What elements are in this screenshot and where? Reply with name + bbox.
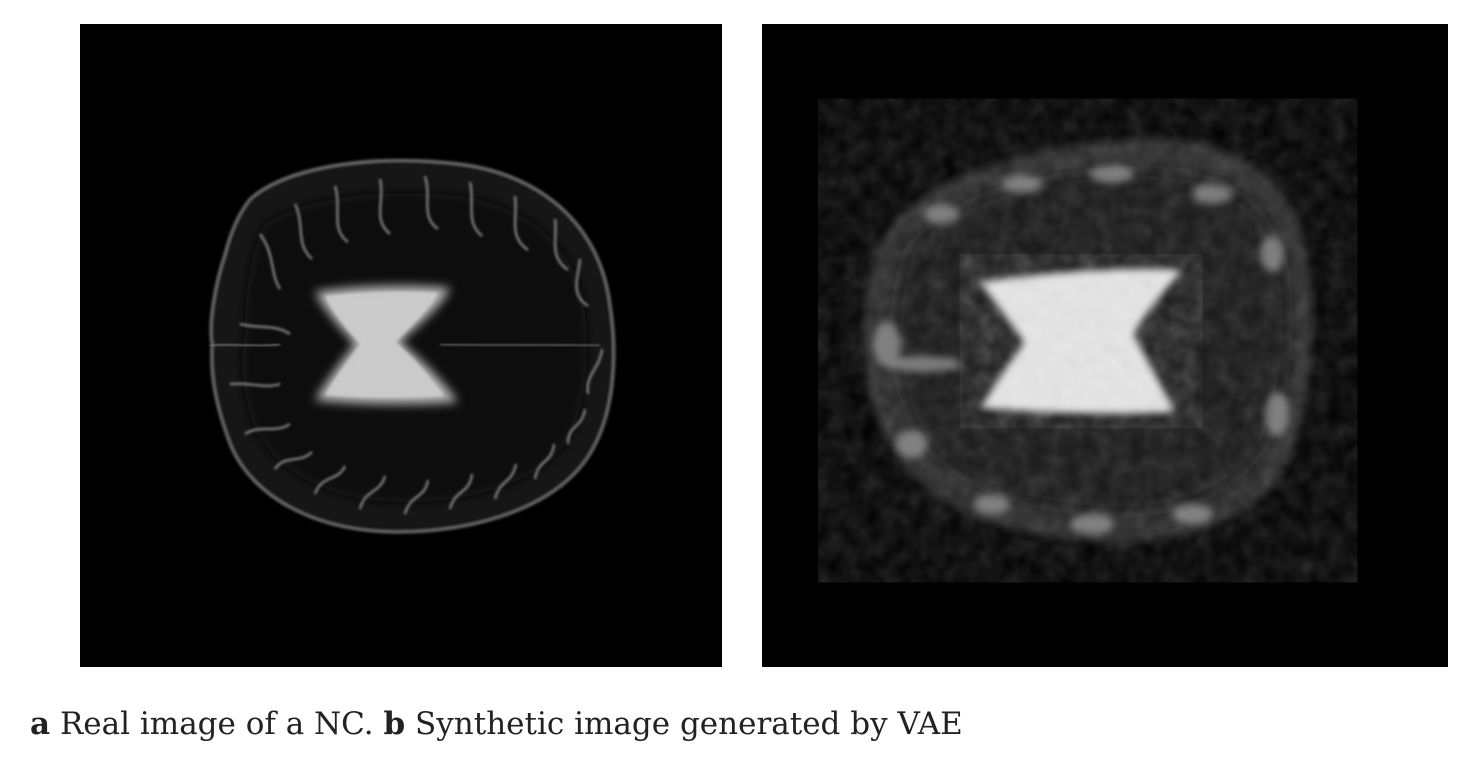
mri-brain-slice-synthetic-icon xyxy=(863,138,1313,543)
caption-text-a: Real image of a NC. xyxy=(50,706,384,742)
caption-label-b: b xyxy=(383,706,406,742)
panel-a-real-image xyxy=(80,24,722,667)
caption-text-b: Synthetic image generated by VAE xyxy=(405,706,963,742)
panel-b-synthetic-image xyxy=(762,24,1448,667)
figure-caption: a Real image of a NC. b Synthetic image … xyxy=(30,704,963,744)
mri-brain-slice-real-icon xyxy=(209,158,616,534)
caption-label-a: a xyxy=(30,706,51,742)
